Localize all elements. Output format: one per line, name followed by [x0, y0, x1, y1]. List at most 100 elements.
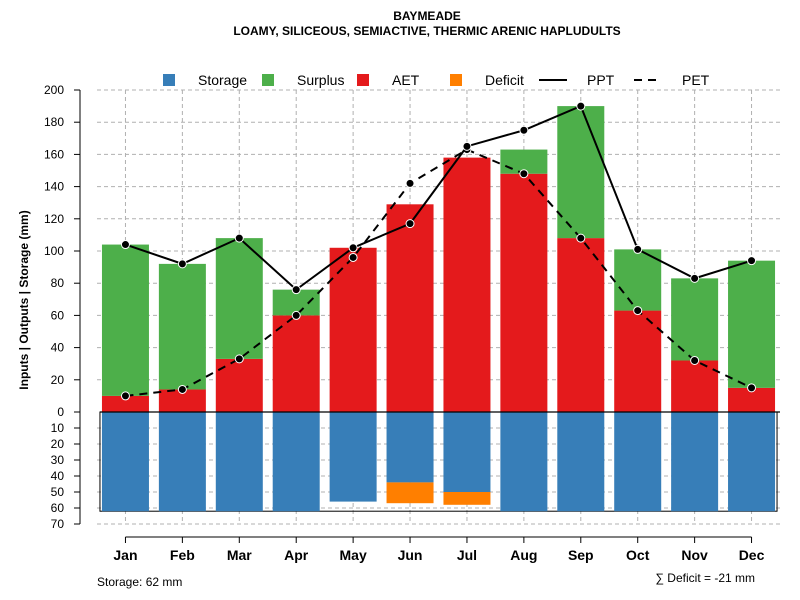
aet-bar	[158, 389, 206, 412]
surplus-bar	[728, 260, 776, 388]
storage-bar	[215, 412, 263, 512]
y-tick-label-lower: 60	[51, 501, 65, 515]
legend-label-ppt: PPT	[587, 72, 615, 88]
pet-line	[125, 148, 752, 397]
pet-line-point	[348, 252, 358, 262]
surplus-bar	[158, 263, 206, 390]
pet-line-point	[234, 354, 244, 364]
y-tick-label: 0	[57, 405, 64, 419]
storage-bar	[614, 412, 662, 512]
surplus-bar	[557, 106, 605, 239]
pet-line-point	[747, 383, 757, 393]
month-label: Sep	[568, 547, 594, 563]
storage-bar	[158, 412, 206, 512]
month-label: Jul	[457, 547, 477, 563]
month-label: Jan	[113, 547, 137, 563]
y-tick-label: 160	[44, 147, 64, 161]
ppt-line-point	[348, 243, 358, 253]
aet-bar	[386, 204, 434, 412]
bars	[99, 106, 778, 512]
ppt-line-point	[690, 273, 700, 283]
month-label: Aug	[510, 547, 537, 563]
legend-swatch-surplus	[262, 74, 274, 86]
ppt-line	[125, 104, 752, 291]
y-tick-label-lower: 30	[51, 453, 65, 467]
pet-line-point	[291, 310, 301, 320]
legend-swatch-storage	[163, 74, 175, 86]
ppt-line-point	[576, 101, 586, 111]
month-label: Oct	[626, 547, 650, 563]
storage-bar	[728, 412, 776, 512]
y-tick-label: 100	[44, 244, 64, 258]
storage-bar	[329, 412, 377, 502]
ppt-line-point	[747, 256, 757, 266]
surplus-bar	[215, 238, 263, 359]
legend-label-surplus: Surplus	[297, 72, 344, 88]
pet-line-point	[690, 355, 700, 365]
y-tick-label-lower: 20	[51, 437, 65, 451]
ppt-line-point	[405, 219, 415, 229]
month-label: Nov	[681, 547, 708, 563]
aet-bar	[443, 157, 491, 412]
aet-bar	[272, 315, 320, 412]
ppt-line-point	[177, 259, 187, 269]
chart-title: BAYMEADE	[393, 9, 461, 23]
ppt-line-point	[120, 240, 130, 250]
storage-bar	[500, 412, 548, 512]
chart-subtitle: LOAMY, SILICEOUS, SEMIACTIVE, THERMIC AR…	[233, 24, 620, 38]
pet-line-point	[519, 169, 529, 179]
storage-bar	[557, 412, 605, 512]
legend-swatch-aet	[357, 74, 369, 86]
aet-bar	[329, 247, 377, 412]
y-axis-label: Inputs | Outputs | Storage (mm)	[17, 210, 31, 389]
legend-label-aet: AET	[392, 72, 420, 88]
y-tick-label: 200	[44, 83, 64, 97]
pet-line-point	[177, 384, 187, 394]
ppt-line-point	[291, 285, 301, 295]
month-label: Dec	[739, 547, 765, 563]
aet-bar	[671, 360, 719, 412]
aet-bar	[101, 395, 149, 412]
ppt-line-point	[519, 125, 529, 135]
month-label: Apr	[284, 547, 309, 563]
storage-bar	[386, 412, 434, 483]
pet-line-point	[120, 391, 130, 401]
pet-line-point	[576, 233, 586, 243]
month-label: May	[340, 547, 367, 563]
y-tick-label: 80	[51, 276, 65, 290]
pet-line-point	[405, 178, 415, 188]
deficit-note: ∑ Deficit = -21 mm	[655, 571, 755, 585]
legend-label-deficit: Deficit	[485, 72, 524, 88]
month-label: Jun	[398, 547, 423, 563]
ppt-line-point	[462, 141, 472, 151]
legend: Storage Surplus AET Deficit PPT PET	[163, 72, 710, 88]
pet-line-point	[633, 306, 643, 316]
month-label: Mar	[227, 547, 252, 563]
ppt-line-point	[633, 244, 643, 254]
y-tick-label-lower: 70	[51, 517, 65, 531]
legend-swatch-deficit	[450, 74, 462, 86]
surplus-bar	[671, 278, 719, 361]
series-lines	[120, 101, 757, 401]
surplus-bar	[614, 249, 662, 311]
deficit-bar	[386, 482, 434, 504]
y-tick-label-lower: 50	[51, 485, 65, 499]
aet-bar	[614, 310, 662, 412]
y-tick-label: 40	[51, 341, 65, 355]
y-tick-label-lower: 40	[51, 469, 65, 483]
y-tick-label: 180	[44, 115, 64, 129]
surplus-bar	[101, 244, 149, 396]
storage-bar	[101, 412, 149, 512]
ppt-line-point	[234, 233, 244, 243]
axes: 0 20 40 60 80 100 120 140 160 180 200 10 20 30 40 50 60 7…	[44, 83, 780, 563]
deficit-bar	[443, 492, 491, 505]
y-tick-label: 20	[51, 373, 65, 387]
y-tick-label-lower: 10	[51, 421, 65, 435]
month-label: Feb	[170, 547, 195, 563]
aet-bar	[500, 173, 548, 412]
aet-bar	[557, 238, 605, 412]
legend-label-storage: Storage	[198, 72, 247, 88]
storage-bar	[671, 412, 719, 512]
storage-note: Storage: 62 mm	[97, 575, 182, 589]
